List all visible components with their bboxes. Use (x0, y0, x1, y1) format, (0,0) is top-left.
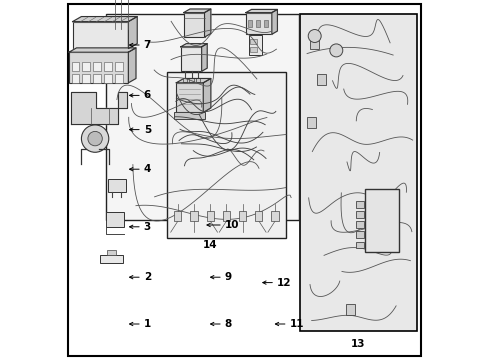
Bar (176, 83, 203, 112)
Polygon shape (201, 44, 207, 71)
Bar (255, 211, 262, 221)
Polygon shape (71, 92, 126, 124)
Bar (82, 74, 90, 83)
Bar (183, 13, 204, 37)
Bar (93, 74, 101, 83)
Bar (183, 78, 187, 82)
Polygon shape (176, 78, 210, 83)
Bar (106, 212, 123, 227)
Bar (355, 231, 363, 238)
Bar (309, 38, 319, 49)
Bar (355, 201, 363, 208)
Circle shape (329, 44, 342, 57)
Polygon shape (69, 48, 136, 52)
Bar (355, 211, 363, 218)
Bar (100, 255, 123, 263)
Bar (71, 62, 79, 71)
Bar (104, 62, 112, 71)
Bar (247, 20, 252, 27)
Bar (93, 62, 101, 71)
Bar (256, 20, 260, 27)
Bar (115, 62, 122, 71)
Text: 1: 1 (143, 319, 151, 329)
Polygon shape (204, 9, 210, 37)
Bar (365, 189, 399, 252)
Bar (196, 78, 200, 82)
Circle shape (81, 125, 108, 152)
Text: 3: 3 (143, 222, 151, 232)
Polygon shape (203, 78, 210, 112)
Bar (69, 52, 128, 83)
Bar (306, 117, 315, 128)
Bar (248, 35, 261, 55)
Bar (239, 211, 246, 221)
Text: 2: 2 (143, 272, 151, 282)
Polygon shape (245, 9, 277, 13)
Text: 10: 10 (224, 220, 239, 230)
Bar (300, 14, 416, 331)
Polygon shape (271, 9, 277, 34)
Bar (245, 13, 271, 34)
Bar (189, 78, 193, 82)
Bar (107, 179, 125, 192)
Bar (181, 47, 201, 71)
Circle shape (88, 131, 102, 146)
Bar (355, 242, 363, 248)
Bar (346, 304, 354, 315)
Bar (271, 211, 278, 221)
Polygon shape (181, 44, 207, 47)
Bar (355, 221, 363, 228)
Text: 12: 12 (276, 278, 291, 288)
Bar (223, 211, 230, 221)
Text: 13: 13 (350, 339, 365, 349)
Text: 4: 4 (143, 164, 151, 174)
Bar (206, 211, 213, 221)
Circle shape (307, 30, 321, 42)
Bar (115, 74, 122, 83)
Bar (317, 74, 325, 85)
Bar (104, 74, 112, 83)
Text: 14: 14 (203, 240, 217, 250)
Polygon shape (128, 48, 136, 83)
Bar (250, 39, 256, 44)
Bar (167, 72, 285, 238)
Text: 9: 9 (224, 272, 231, 282)
Bar (106, 250, 116, 255)
Text: 7: 7 (143, 40, 151, 50)
Bar (264, 20, 268, 27)
Bar (250, 47, 256, 51)
Bar (174, 211, 181, 221)
Text: 8: 8 (224, 319, 231, 329)
Bar (106, 14, 298, 220)
Polygon shape (72, 17, 137, 22)
Text: 11: 11 (289, 319, 304, 329)
Text: 6: 6 (143, 90, 151, 100)
Bar (174, 112, 204, 119)
Text: 5: 5 (143, 125, 151, 135)
Bar (72, 22, 128, 49)
Polygon shape (128, 17, 137, 49)
Bar (82, 62, 90, 71)
Bar (71, 74, 79, 83)
Bar (190, 211, 197, 221)
Polygon shape (183, 9, 210, 13)
